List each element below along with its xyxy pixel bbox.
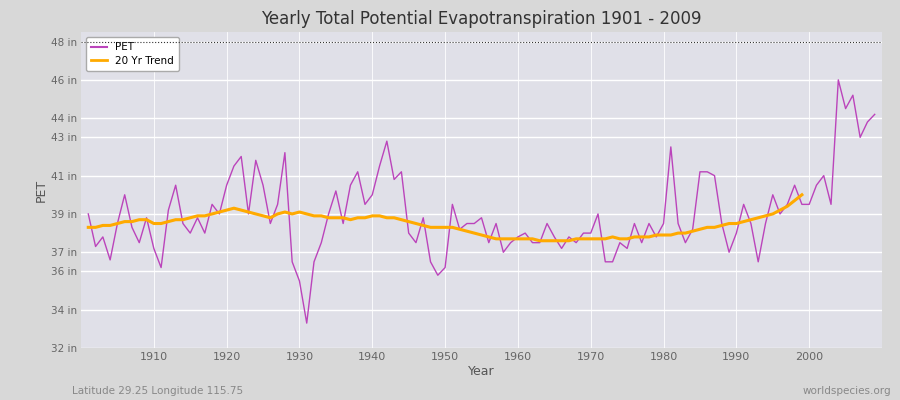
Text: worldspecies.org: worldspecies.org (803, 386, 891, 396)
Title: Yearly Total Potential Evapotranspiration 1901 - 2009: Yearly Total Potential Evapotranspiratio… (261, 10, 702, 28)
Y-axis label: PET: PET (35, 178, 48, 202)
Text: Latitude 29.25 Longitude 115.75: Latitude 29.25 Longitude 115.75 (72, 386, 243, 396)
X-axis label: Year: Year (468, 365, 495, 378)
Legend: PET, 20 Yr Trend: PET, 20 Yr Trend (86, 37, 179, 71)
